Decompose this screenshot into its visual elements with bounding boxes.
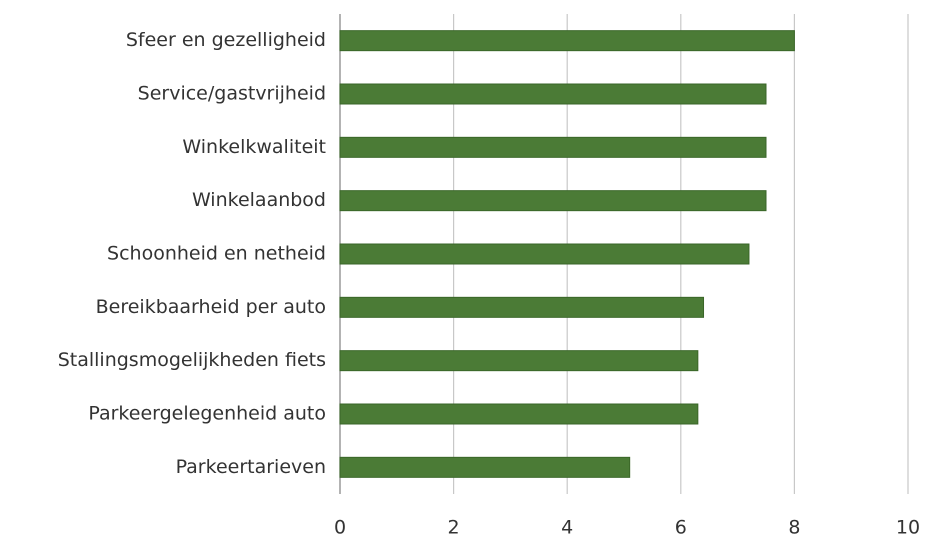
y-tick-label: Winkelkwaliteit — [182, 136, 326, 158]
bar — [339, 350, 699, 372]
x-tick-label: 8 — [788, 517, 800, 539]
y-tick-label: Parkeergelegenheid auto — [88, 403, 326, 425]
bar — [339, 190, 767, 212]
x-tick-label: 10 — [896, 517, 920, 539]
bar — [339, 30, 795, 52]
x-tick-label: 2 — [448, 517, 460, 539]
x-tick-label: 4 — [561, 517, 573, 539]
bar — [339, 403, 699, 425]
x-tick-label: 0 — [334, 517, 346, 539]
y-tick-label: Service/gastvrijheid — [138, 83, 326, 105]
bar — [339, 136, 767, 158]
y-tick-label: Bereikbaarheid per auto — [96, 296, 326, 318]
bar — [339, 456, 631, 478]
y-tick-label: Sfeer en gezelligheid — [126, 29, 326, 51]
bar — [339, 83, 767, 105]
bar — [339, 296, 705, 318]
y-tick-label: Winkelaanbod — [192, 189, 326, 211]
y-tick-label: Stallingsmogelijkheden fiets — [58, 349, 326, 371]
bar — [339, 243, 750, 265]
x-tick-label: 6 — [675, 517, 687, 539]
y-tick-label: Schoonheid en netheid — [107, 243, 326, 265]
y-tick-label: Parkeertarieven — [176, 456, 326, 478]
